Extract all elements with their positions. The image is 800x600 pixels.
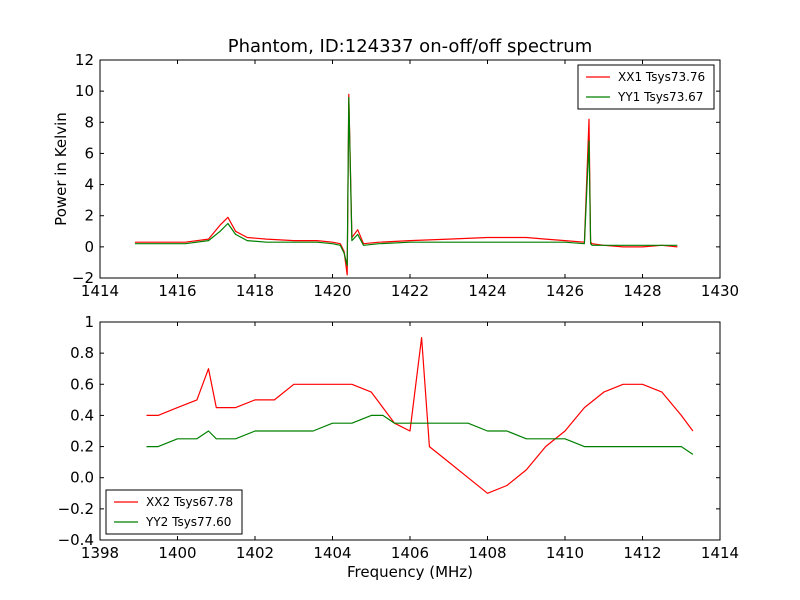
y-tick-label: 0 bbox=[84, 238, 94, 256]
y-tick-label: 1 bbox=[84, 313, 94, 331]
legend-box bbox=[577, 64, 715, 110]
y-tick-label: 6 bbox=[84, 144, 94, 162]
y-tick-label: 0.6 bbox=[70, 375, 94, 393]
legend-label: XX2 Tsys67.78 bbox=[146, 495, 233, 509]
chart-title: Phantom, ID:124337 on-off/off spectrum bbox=[228, 36, 592, 57]
x-tick-label: 1424 bbox=[468, 282, 506, 300]
x-tick-label: 1400 bbox=[158, 544, 196, 562]
x-tick-label: 1414 bbox=[701, 544, 739, 562]
x-tick-label: 1422 bbox=[391, 282, 429, 300]
x-tick-label: 1402 bbox=[236, 544, 274, 562]
legend-label: YY1 Tsys73.67 bbox=[617, 90, 703, 104]
x-tick-label: 1412 bbox=[623, 544, 661, 562]
x-tick-label: 1404 bbox=[313, 544, 351, 562]
y-tick-label: 0.4 bbox=[70, 406, 94, 424]
x-tick-label: 1406 bbox=[391, 544, 429, 562]
y-tick-label: 0.2 bbox=[70, 438, 94, 456]
y-tick-label: 0.8 bbox=[70, 344, 94, 362]
x-tick-label: 1408 bbox=[468, 544, 506, 562]
y-axis-label: Power in Kelvin bbox=[52, 112, 70, 226]
series-line-2-2 bbox=[146, 414, 694, 455]
y-tick-label: 8 bbox=[84, 113, 94, 131]
y-tick-label: −0.2 bbox=[58, 500, 94, 518]
chart-top-panel: 1414 1416 1418 1420 1422 1424 1426 1428 1430 −2 0 2… bbox=[52, 51, 739, 300]
x-tick-label: 1416 bbox=[158, 282, 196, 300]
x-tick-label: 1418 bbox=[236, 282, 274, 300]
x-tick-label: 1410 bbox=[546, 544, 584, 562]
x-tick-label: 1426 bbox=[546, 282, 584, 300]
x-tick-label: 1428 bbox=[623, 282, 661, 300]
y-tick-label: 12 bbox=[75, 51, 94, 69]
x-tick-label: 1420 bbox=[313, 282, 351, 300]
x-tick-label: 1398 bbox=[81, 544, 119, 562]
y-tick-label: 0.0 bbox=[70, 469, 94, 487]
series-line-2-1 bbox=[146, 337, 694, 494]
x-tick-label: 1430 bbox=[701, 282, 739, 300]
y-tick-label: −0.4 bbox=[58, 531, 94, 549]
y-tick-label: 4 bbox=[84, 176, 94, 194]
legend-label: YY2 Tsys77.60 bbox=[145, 515, 231, 529]
y-tick-label: 2 bbox=[84, 207, 94, 225]
chart-bottom-panel: 1398 1400 1402 1404 1406 1408 1410 1412 1414 −0.4… bbox=[58, 313, 740, 562]
y-tick-label: 10 bbox=[75, 82, 94, 100]
series-line-1-2 bbox=[134, 96, 678, 267]
legend-box bbox=[105, 489, 243, 535]
x-tick-label: 1414 bbox=[81, 282, 119, 300]
y-tick-label: −2 bbox=[72, 269, 94, 287]
x-axis-label: Frequency (MHz) bbox=[347, 563, 473, 581]
legend-label: XX1 Tsys73.76 bbox=[618, 70, 705, 84]
